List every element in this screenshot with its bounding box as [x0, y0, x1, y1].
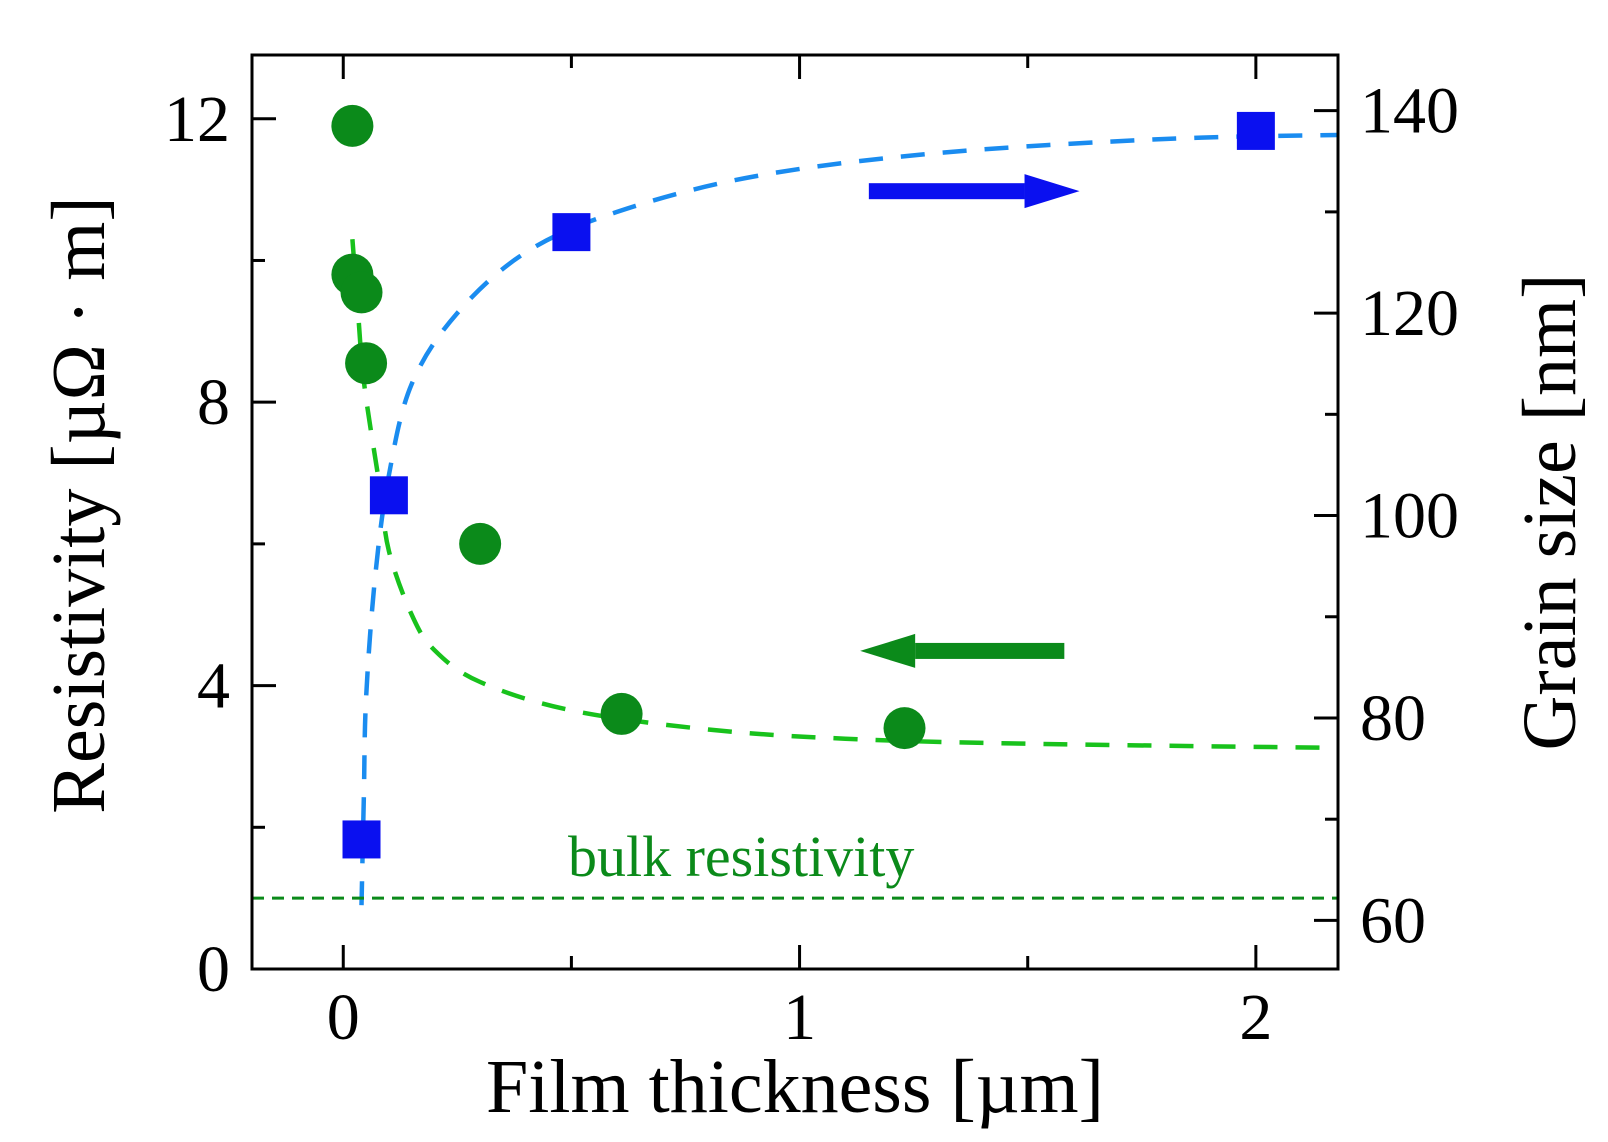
resistivity-point	[459, 522, 502, 565]
axis-ticks	[252, 55, 1338, 971]
right-axis-arrow	[868, 174, 1080, 209]
plot-frame	[250, 53, 1340, 971]
right-axis-arrow-head	[1024, 174, 1080, 209]
resistivity-point	[600, 692, 643, 735]
grain-size-point	[369, 476, 408, 515]
resistivity-fit-line	[350, 239, 1339, 751]
reference-line-label: bulk resistivity	[568, 824, 914, 889]
left-axis-arrow-head	[860, 633, 916, 668]
y-axis-left-label: Resistivity [µΩ · m]	[37, 196, 121, 813]
grain-size-point	[552, 213, 591, 252]
y-right-tick-label: 140	[1360, 75, 1459, 148]
resistivity-point	[883, 707, 926, 750]
y-right-tick-label: 80	[1360, 682, 1426, 755]
right-axis-arrow-shaft	[868, 183, 1025, 200]
y-left-tick-label: 4	[197, 650, 230, 723]
grain-size-point	[342, 820, 381, 859]
resistivity-point	[340, 271, 383, 314]
fit-curves	[350, 132, 1339, 906]
y-left-tick-label: 8	[197, 366, 230, 439]
data-points	[331, 104, 1275, 859]
grain-size-point	[1236, 111, 1275, 150]
y-left-tick-label: 0	[197, 933, 230, 1006]
y-left-tick-label: 12	[164, 83, 230, 156]
x-tick-label: 2	[1239, 981, 1272, 1054]
resistivity-point	[331, 104, 374, 147]
left-axis-arrow	[860, 633, 1065, 668]
y-right-tick-label: 100	[1360, 480, 1459, 553]
resistivity-point	[345, 342, 388, 385]
grain-size-fit-line	[359, 132, 1339, 906]
y-right-tick-label: 120	[1360, 277, 1459, 350]
y-axis-right-label: Grain size [nm]	[1508, 274, 1592, 751]
x-tick-label: 0	[327, 981, 360, 1054]
y-right-tick-label: 60	[1360, 884, 1426, 957]
axis-arrows	[860, 174, 1080, 668]
x-axis-label: Film thickness [µm]	[486, 1045, 1104, 1129]
left-axis-arrow-shaft	[915, 642, 1065, 659]
x-tick-label: 1	[783, 981, 816, 1054]
